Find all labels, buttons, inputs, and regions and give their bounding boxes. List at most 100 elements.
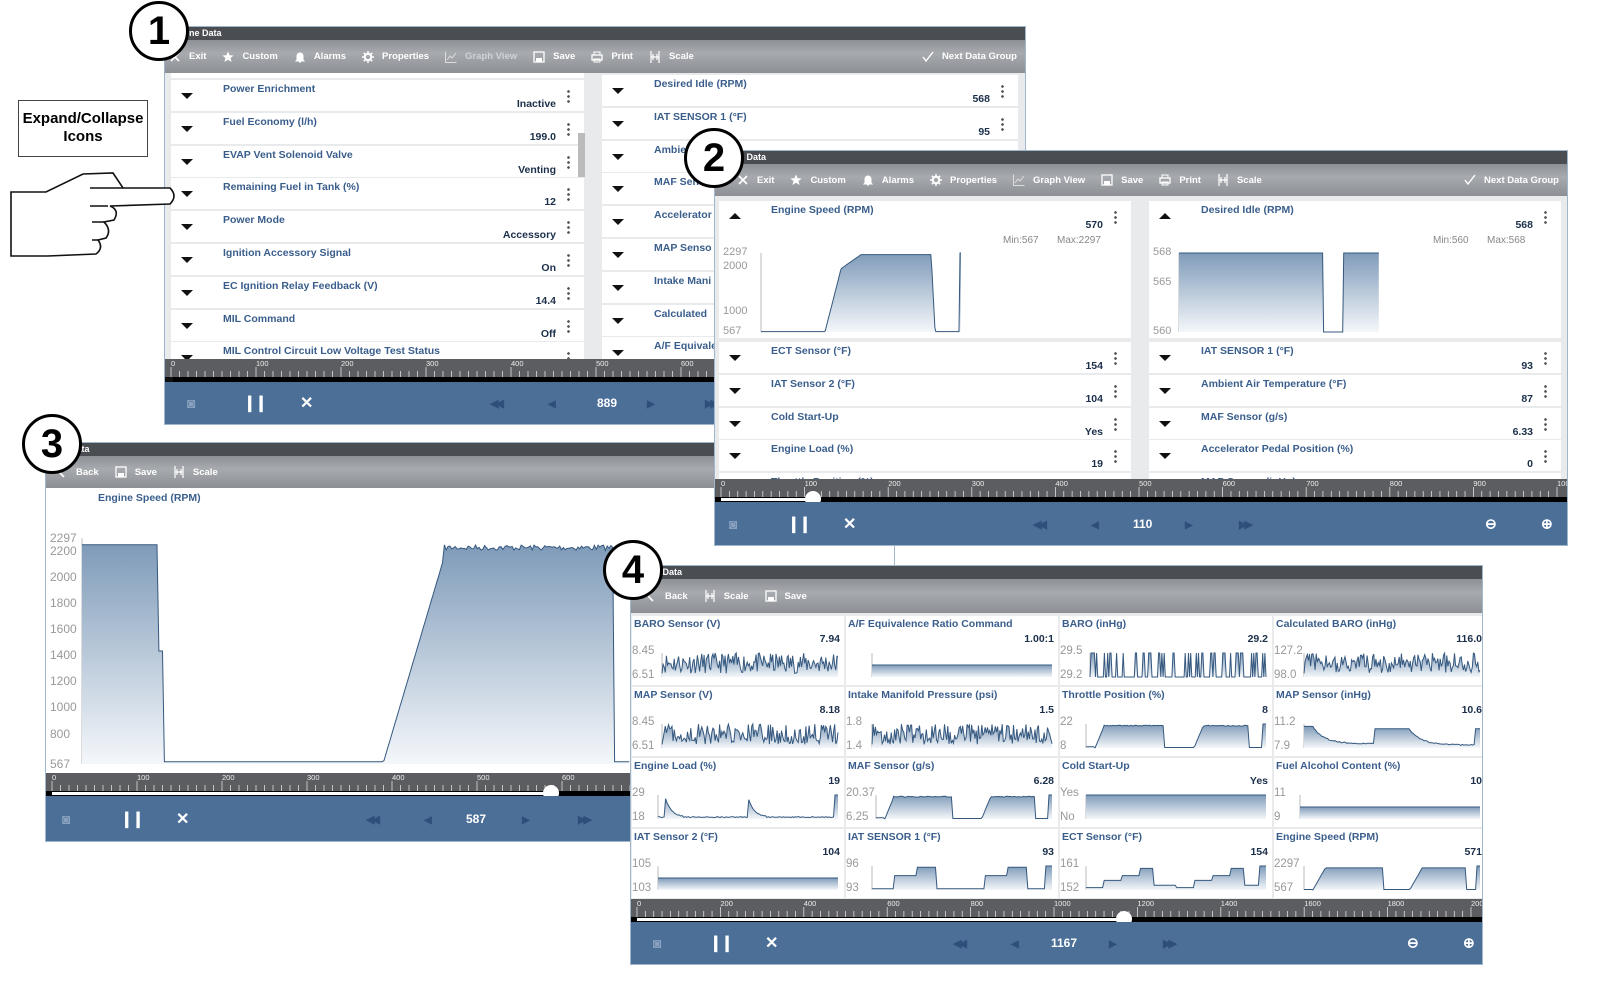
- data-row[interactable]: Ignition Accessory Signal On: [171, 244, 584, 275]
- graph-cell[interactable]: BARO Sensor (V) 7.94 8.45 6.51: [632, 616, 844, 685]
- data-row[interactable]: Engine Load (%) 19: [719, 440, 1131, 472]
- camera-button[interactable]: ◙: [187, 395, 195, 411]
- more-options-icon[interactable]: [1544, 351, 1547, 366]
- expand-arrow-icon[interactable]: [181, 289, 193, 296]
- expand-arrow-icon[interactable]: [612, 284, 624, 291]
- toolbar-print-button[interactable]: Print: [591, 51, 633, 63]
- toolbar-scale-button[interactable]: Scale: [1217, 174, 1262, 186]
- toolbar-save-button[interactable]: Save: [115, 466, 157, 478]
- data-row[interactable]: Desired Idle (RPM) 568: [602, 75, 1018, 106]
- graph-cell[interactable]: BARO (inHg) 29.2 29.5 29.2: [1060, 616, 1272, 685]
- data-row[interactable]: EC Ignition Relay Feedback (V) 14.4: [171, 276, 584, 308]
- collapse-arrow-icon[interactable]: [729, 213, 741, 219]
- more-options-icon[interactable]: [567, 154, 570, 170]
- toolbar-print-button[interactable]: Print: [1159, 174, 1201, 186]
- data-row[interactable]: Remaining Fuel in Tank (%) 12: [171, 178, 584, 210]
- stop-button[interactable]: ✕: [765, 933, 778, 953]
- more-options-icon[interactable]: [1114, 449, 1117, 465]
- graph-cell[interactable]: Cold Start-Up Yes Yes No: [1060, 758, 1272, 827]
- expand-arrow-icon[interactable]: [729, 420, 741, 427]
- next-data-group-button[interactable]: Next Data Group: [922, 51, 1017, 63]
- more-options-icon[interactable]: [567, 89, 570, 104]
- more-options-icon[interactable]: [1544, 449, 1547, 465]
- expand-arrow-icon[interactable]: [612, 219, 624, 226]
- data-row[interactable]: Ambient Air Temperature (°F) 87: [1149, 374, 1561, 406]
- stop-button[interactable]: ✕: [300, 393, 313, 413]
- rewind-button[interactable]: ◀◀: [1033, 517, 1047, 531]
- more-options-icon[interactable]: [1544, 210, 1547, 225]
- expand-arrow-icon[interactable]: [612, 350, 624, 357]
- expand-arrow-icon[interactable]: [181, 224, 193, 231]
- graph-cell[interactable]: MAP Sensor (V) 8.18 8.45 6.51: [632, 687, 844, 756]
- graph-cell[interactable]: Engine Load (%) 19 29 18: [632, 758, 844, 827]
- more-options-icon[interactable]: [1114, 383, 1117, 399]
- expanded-graph-row[interactable]: Desired Idle (RPM) 568 Min:560 Max:568 568 56…: [1149, 201, 1561, 338]
- expand-arrow-icon[interactable]: [612, 317, 624, 324]
- step-forward-button[interactable]: ▶: [1185, 517, 1193, 531]
- zoom-in-button[interactable]: ⊕: [1463, 935, 1475, 952]
- data-row[interactable]: Accelerator Pedal Position (%) 0: [1149, 440, 1561, 472]
- more-options-icon[interactable]: [1001, 116, 1004, 132]
- toolbar-scale-button[interactable]: Scale: [649, 50, 694, 63]
- data-row[interactable]: MAP Sensor (inHg): [1149, 473, 1561, 479]
- collapse-arrow-icon[interactable]: [1159, 213, 1171, 219]
- zoom-out-button[interactable]: ⊖: [1485, 515, 1497, 532]
- rewind-button[interactable]: ◀◀: [490, 396, 504, 410]
- camera-button[interactable]: ◙: [729, 516, 737, 532]
- step-back-button[interactable]: ◀: [548, 396, 556, 410]
- graph-cell[interactable]: MAF Sensor (g/s) 6.28 20.37 6.25: [846, 758, 1058, 827]
- data-row[interactable]: Throttle Position (%): [719, 473, 1131, 479]
- toolbar-alarms-button[interactable]: Alarms: [294, 51, 346, 63]
- graph-cell[interactable]: IAT SENSOR 1 (°F) 93 96 93: [846, 829, 1058, 898]
- step-forward-button[interactable]: ▶: [1109, 936, 1117, 950]
- more-options-icon[interactable]: [567, 253, 570, 268]
- graph-cell[interactable]: Intake Manifold Pressure (psi) 1.5 1.8 1.4: [846, 687, 1058, 756]
- zoom-out-button[interactable]: ⊖: [1407, 935, 1419, 952]
- fast-forward-button[interactable]: ▶▶: [1163, 936, 1177, 950]
- expand-arrow-icon[interactable]: [612, 88, 624, 94]
- more-options-icon[interactable]: [567, 351, 570, 359]
- data-row[interactable]: Power Mode Accessory: [171, 211, 584, 243]
- pause-button[interactable]: ❙❙: [120, 809, 145, 829]
- more-options-icon[interactable]: [567, 121, 570, 137]
- data-row[interactable]: Fuel Economy (l/h) 199.0: [171, 112, 584, 144]
- more-options-icon[interactable]: [567, 285, 570, 301]
- more-options-icon[interactable]: [1544, 383, 1547, 399]
- data-row[interactable]: ECT Sensor (°F) 154: [719, 342, 1131, 373]
- fast-forward-button[interactable]: ▶▶: [578, 812, 592, 826]
- graph-cell[interactable]: Throttle Position (%) 8 22 8: [1060, 687, 1272, 756]
- toolbar-scale-button[interactable]: Scale: [173, 466, 218, 478]
- step-forward-button[interactable]: ▶: [647, 396, 655, 410]
- step-back-button[interactable]: ◀: [424, 812, 432, 826]
- toolbar-graph-view-button[interactable]: Graph View: [445, 51, 517, 63]
- more-options-icon[interactable]: [1114, 351, 1117, 366]
- more-options-icon[interactable]: [1114, 416, 1117, 432]
- rewind-button[interactable]: ◀◀: [366, 812, 380, 826]
- graph-cell[interactable]: Engine Speed (RPM) 571 2297 567: [1274, 829, 1482, 898]
- zoom-in-button[interactable]: ⊕: [1541, 515, 1553, 532]
- toolbar-graph-view-button[interactable]: Graph View: [1013, 174, 1085, 186]
- toolbar-properties-button[interactable]: Properties: [362, 50, 429, 63]
- toolbar-save-button[interactable]: Save: [1101, 174, 1143, 186]
- more-options-icon[interactable]: [1544, 416, 1547, 432]
- step-back-button[interactable]: ◀: [1011, 936, 1019, 950]
- timeline-ruler[interactable]: 0 100 200 300 400 500 600 700 800 900 1000: [715, 479, 1567, 497]
- expand-arrow-icon[interactable]: [181, 93, 193, 99]
- expand-arrow-icon[interactable]: [1159, 420, 1171, 427]
- timeline-track[interactable]: [165, 377, 1025, 382]
- expand-arrow-icon[interactable]: [181, 355, 193, 359]
- data-row[interactable]: Power Enrichment Inactive: [171, 80, 584, 111]
- expand-arrow-icon[interactable]: [1159, 355, 1171, 361]
- camera-button[interactable]: ◙: [653, 935, 661, 951]
- pause-button[interactable]: ❙❙: [787, 514, 812, 534]
- graph-cell[interactable]: ECT Sensor (°F) 154 161 152: [1060, 829, 1272, 898]
- expand-arrow-icon[interactable]: [729, 453, 741, 460]
- more-options-icon[interactable]: [1001, 84, 1004, 99]
- toolbar-scale-button[interactable]: Scale: [704, 590, 749, 602]
- data-row[interactable]: IAT Sensor 2 (°F) 104: [719, 374, 1131, 406]
- more-options-icon[interactable]: [1114, 210, 1117, 225]
- graph-cell[interactable]: A/F Equivalence Ratio Command 1.00:1: [846, 616, 1058, 685]
- more-options-icon[interactable]: [567, 187, 570, 203]
- data-row[interactable]: EVAP Vent Solenoid Valve Venting: [171, 145, 584, 177]
- scrollbar-thumb[interactable]: [578, 133, 585, 177]
